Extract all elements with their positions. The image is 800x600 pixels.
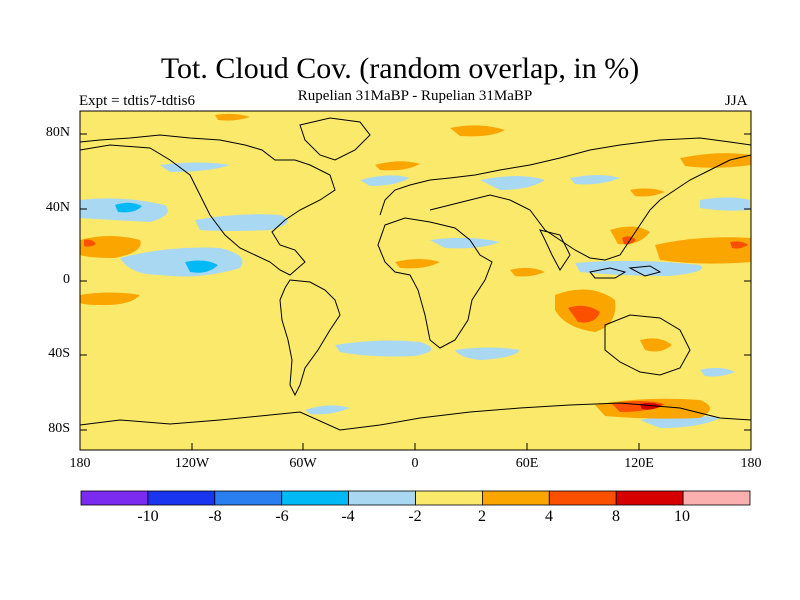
lon-label-180e: 180	[740, 456, 762, 471]
tick-marks	[80, 133, 751, 450]
colorbar-label: -8	[208, 508, 222, 525]
colorbar-label: 2	[478, 508, 486, 525]
colorbar-swatch	[615, 490, 684, 506]
lat-label-80n: 80N	[45, 125, 70, 140]
colorbar-label: -6	[275, 508, 289, 525]
season-label: JJA	[725, 93, 748, 109]
lat-label-80s: 80S	[48, 421, 70, 436]
colorbar-label: 4	[545, 508, 553, 525]
colorbar-swatch	[415, 490, 483, 506]
colorbar-swatch	[281, 490, 350, 506]
lon-label-180w: 180	[69, 456, 91, 471]
map-field	[80, 111, 751, 450]
lat-label-0: 0	[63, 272, 70, 287]
dark-red-anomalies	[640, 402, 662, 410]
colorbar-swatch	[147, 490, 216, 506]
colorbar-label: 10	[674, 508, 690, 525]
map-subtitle: Rupelian 31MaBP - Rupelian 31MaBP	[297, 88, 533, 104]
lon-label-120w: 120W	[174, 456, 210, 471]
blue-anomalies	[115, 202, 218, 273]
experiment-label: Expt = tdtis7-tdtis6	[79, 93, 195, 109]
colorbar-swatch	[348, 490, 416, 506]
lon-label-120e: 120E	[624, 456, 654, 471]
colorbar-label: -10	[137, 508, 159, 525]
colorbar-swatch	[548, 490, 617, 506]
colorbar-swatch	[481, 490, 550, 506]
lon-label-0: 0	[411, 456, 419, 471]
orange-anomalies	[80, 113, 751, 419]
colorbar-label: 8	[612, 508, 620, 525]
colorbar-label: -4	[341, 508, 355, 525]
colorbar	[80, 490, 751, 506]
lat-label-40s: 40S	[48, 346, 70, 361]
colorbar-label: -2	[408, 508, 422, 525]
coastlines	[80, 117, 751, 431]
colorbar-swatch	[214, 490, 283, 506]
lon-label-60w: 60W	[289, 456, 317, 471]
colorbar-swatch	[682, 490, 751, 506]
colorbar-swatch	[80, 490, 149, 506]
lat-label-40n: 40N	[45, 200, 70, 215]
lon-label-60e: 60E	[515, 456, 539, 471]
map-title: Tot. Cloud Cov. (random overlap, in %)	[160, 52, 640, 85]
